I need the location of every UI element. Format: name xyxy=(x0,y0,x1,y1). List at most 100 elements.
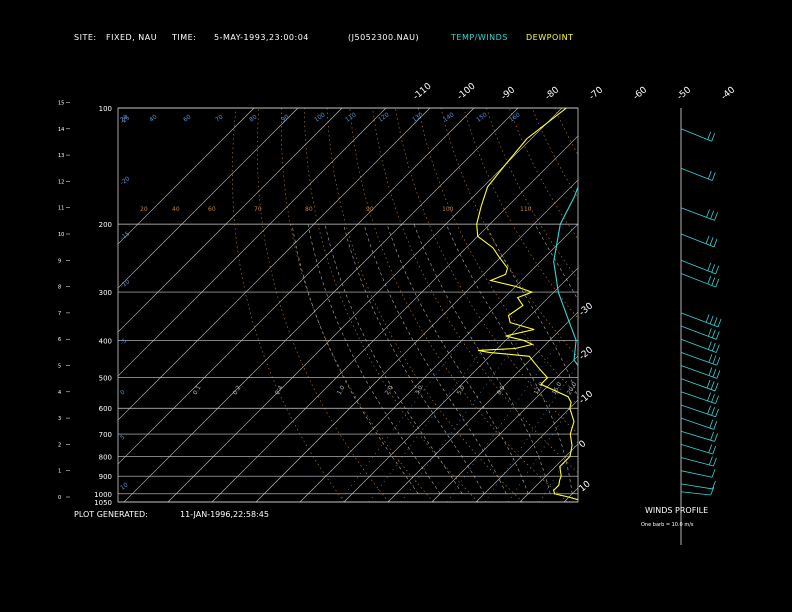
dry-adiabat xyxy=(692,108,792,502)
dewpoint-line xyxy=(476,108,578,501)
pressure-tick-label: 700 xyxy=(99,431,112,439)
mixing-ratio-label: 12.0 xyxy=(533,381,546,396)
wind-barb-flag xyxy=(707,328,712,337)
dry-adiabat xyxy=(395,108,578,435)
isotherm-line xyxy=(118,108,343,333)
pressure-tick-label: 400 xyxy=(99,337,112,345)
wind-barb-flag xyxy=(707,262,712,272)
isotherm-top-label: -70 xyxy=(588,85,606,102)
dry-adiabat xyxy=(440,108,578,358)
isotherm-line xyxy=(387,311,578,502)
wind-barb xyxy=(680,444,713,455)
dry-adiabat xyxy=(326,108,524,502)
isotherm-line xyxy=(784,108,792,502)
moist-adiabat xyxy=(445,223,573,494)
isotherm-top-label: -110 xyxy=(412,81,434,102)
dry-adiabat-label: 90 xyxy=(366,206,374,213)
wind-barb-flag xyxy=(714,212,718,221)
isotherm-right-label: -10 xyxy=(578,389,596,406)
wind-barb xyxy=(680,470,713,478)
wind-barb xyxy=(680,259,716,275)
wind-barb-flag xyxy=(713,238,718,248)
moist-adiabat-label: -15 xyxy=(119,230,131,241)
wind-barb-flag xyxy=(706,379,711,389)
wind-barb xyxy=(680,207,715,221)
temperature-line xyxy=(553,185,578,367)
plot-frame xyxy=(117,107,579,503)
site-value: FIXED, NAU xyxy=(106,33,158,42)
dry-adiabat xyxy=(600,108,792,502)
height-tick-label: 0 xyxy=(58,495,61,501)
dry-adiabat-top-label: 80 xyxy=(248,113,258,123)
wind-barb xyxy=(680,128,712,142)
wind-barb xyxy=(680,457,714,467)
wind-barb xyxy=(680,167,713,181)
wind-barb-flag xyxy=(715,395,719,404)
dry-adiabat-label: 110 xyxy=(520,206,532,213)
wind-barb xyxy=(680,417,714,430)
dry-adiabat-label: 70 xyxy=(254,206,262,213)
dry-adiabat-label: 80 xyxy=(305,206,313,213)
pressure-tick-label: 200 xyxy=(99,221,112,229)
isotherm-top-label: -80 xyxy=(544,85,562,102)
dry-adiabat xyxy=(760,108,792,502)
isotherm-line xyxy=(608,108,792,502)
moist-adiabat xyxy=(534,223,578,301)
wind-barb xyxy=(680,273,716,288)
isotherm-line xyxy=(123,108,519,502)
wind-barb-flag xyxy=(709,237,714,246)
height-tick-label: 11 xyxy=(58,206,64,212)
isotherm-line xyxy=(255,179,578,502)
dry-adiabat-top-label: 150 xyxy=(475,111,489,123)
wind-barb-flag xyxy=(715,278,720,288)
mixing-ratio-label: 20.0 xyxy=(566,381,579,396)
wind-barb-flag xyxy=(705,235,710,245)
mixing-ratio-label: 2.0 xyxy=(384,384,395,396)
wind-barb-flag xyxy=(712,355,717,364)
dry-adiabat xyxy=(304,108,479,502)
wind-barb-flag xyxy=(711,329,716,339)
dry-adiabat xyxy=(577,108,578,110)
isotherm-line xyxy=(299,223,578,502)
dry-adiabat xyxy=(714,108,792,502)
isotherm-right-label: -20 xyxy=(578,345,596,362)
dry-adiabat xyxy=(372,108,578,473)
pressure-tick-label: 1050 xyxy=(94,499,112,507)
dry-adiabat-top-label: 60 xyxy=(182,113,192,123)
dry-adiabat-top-label: 130 xyxy=(411,111,425,123)
moist-adiabat xyxy=(363,224,507,494)
mixing-ratio-line xyxy=(400,340,520,502)
wind-barb-flag xyxy=(708,367,713,376)
isotherm-line xyxy=(118,108,255,245)
dry-adiabat xyxy=(232,108,345,502)
dry-adiabat-top-label: 90 xyxy=(280,113,290,123)
dry-adiabat xyxy=(486,108,578,280)
wind-barb-flag xyxy=(707,275,712,285)
dry-adiabat-top-label: 110 xyxy=(344,111,358,123)
isotherm-line xyxy=(652,108,792,502)
isotherm-line xyxy=(167,108,563,502)
moist-adiabat-label: -10 xyxy=(119,278,131,289)
mixing-ratio-line xyxy=(446,340,561,502)
moist-adiabat-label: 5 xyxy=(119,434,126,442)
height-tick-label: 9 xyxy=(58,258,61,264)
wind-barb xyxy=(680,483,713,490)
time-label: TIME: xyxy=(172,33,197,42)
wind-barb-flag xyxy=(716,370,721,379)
dry-adiabat xyxy=(257,108,390,502)
pressure-tick-label: 300 xyxy=(99,289,112,297)
wind-barb-flag xyxy=(709,315,714,325)
wind-barb-flag xyxy=(715,408,719,417)
dry-adiabat xyxy=(417,108,578,397)
moist-adiabat xyxy=(660,224,682,494)
wind-barb-flag xyxy=(713,317,718,326)
wind-barb-flag xyxy=(711,469,716,478)
wind-barb-flag xyxy=(710,381,715,390)
isotherm-line xyxy=(211,135,578,502)
wind-barb-flag xyxy=(706,209,710,218)
wind-barb-flag xyxy=(710,210,714,219)
moist-adiabat xyxy=(386,224,529,494)
pressure-tick-label: 1000 xyxy=(94,491,112,499)
height-tick-label: 5 xyxy=(58,364,61,370)
